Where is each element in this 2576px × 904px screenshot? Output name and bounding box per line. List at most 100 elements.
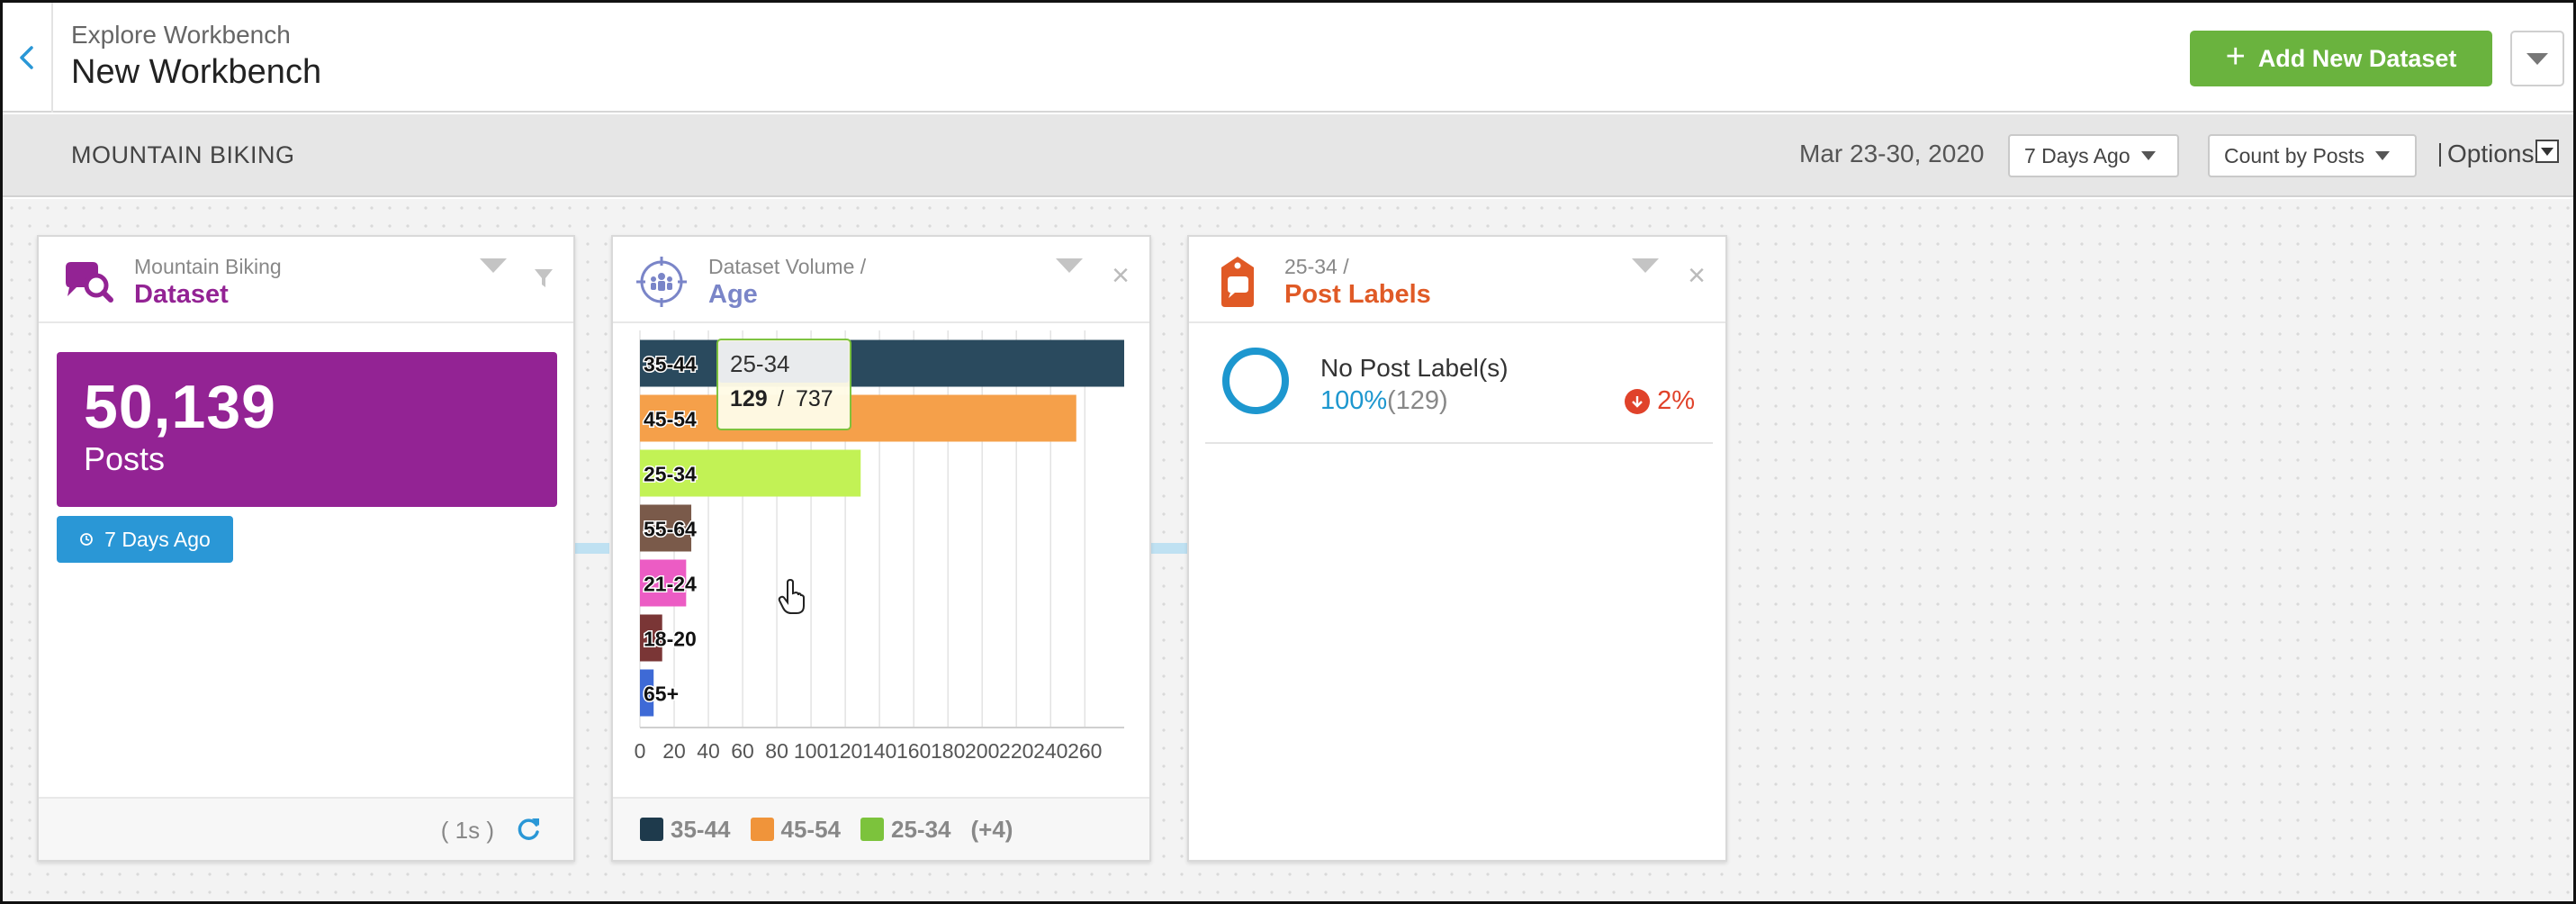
- bar-label: 25-34: [644, 463, 697, 486]
- x-tick-label: 80: [765, 739, 788, 763]
- age-bar-chart[interactable]: 35-44 45-54 25-34 55-64 21-24 18-20 65+ 0 20 40 6…: [613, 323, 1149, 800]
- options-dropdown[interactable]: [2535, 140, 2559, 163]
- workbench-header: Explore Workbench New Workbench + Add Ne…: [3, 3, 2573, 113]
- legend-swatch: [750, 818, 774, 841]
- x-tick-label: 160: [896, 739, 931, 763]
- card-title: Age: [708, 280, 758, 309]
- card-subtitle: Mountain Biking: [134, 255, 282, 278]
- bar-label: 21-24: [644, 573, 697, 596]
- legend-more-button[interactable]: (+4): [970, 815, 1013, 843]
- bar-21-24[interactable]: [640, 559, 687, 607]
- x-tick-label: 140: [862, 739, 896, 763]
- caret-down-icon: [2374, 151, 2390, 160]
- legend-item-45-54[interactable]: 45-54: [750, 815, 842, 844]
- close-icon[interactable]: ×: [1112, 258, 1130, 293]
- card-connector: [573, 543, 609, 554]
- x-tick-label: 260: [1067, 739, 1102, 763]
- legend-swatch: [860, 818, 884, 841]
- period-chip[interactable]: 7 Days Ago: [57, 516, 233, 563]
- options-divider: [2439, 143, 2441, 167]
- bar-label: 65+: [644, 683, 679, 706]
- chevron-left-icon: [20, 46, 33, 69]
- bar-55-64[interactable]: [640, 504, 692, 552]
- post-label-row[interactable]: No Post Label(s) 100% (129) 2%: [1205, 336, 1713, 444]
- card-title: Post Labels: [1284, 280, 1431, 309]
- card-footer: ( 1s ): [39, 797, 573, 860]
- x-tick-label: 180: [931, 739, 965, 763]
- bar-45-54[interactable]: [640, 394, 1076, 442]
- trend-value: 2%: [1657, 386, 1695, 415]
- filter-icon[interactable]: [534, 267, 554, 289]
- x-tick-label: 200: [965, 739, 999, 763]
- chevron-down-icon: [480, 258, 507, 288]
- page-title[interactable]: New Workbench: [71, 53, 322, 91]
- x-tick-label: 100: [794, 739, 828, 763]
- crosshair-people-icon: [636, 257, 687, 307]
- post-label-name: No Post Label(s): [1320, 354, 1509, 382]
- chart-grid: [639, 330, 1086, 728]
- x-tick-label: 240: [1033, 739, 1067, 763]
- post-label-percent: 100%: [1320, 386, 1388, 415]
- tooltip-category: 25-34: [730, 350, 790, 377]
- header-menu-dropdown[interactable]: [2510, 31, 2564, 86]
- posts-count: 50,139: [84, 373, 276, 441]
- card-connector: [1149, 543, 1187, 554]
- legend-item-25-34[interactable]: 25-34: [860, 816, 951, 844]
- arrow-down-icon: [1625, 388, 1651, 414]
- tooltip-header: [719, 341, 849, 383]
- posts-count-tile[interactable]: 50,139 Posts: [57, 352, 557, 507]
- x-tick-label: 20: [662, 739, 686, 763]
- x-tick-label: 0: [635, 739, 646, 763]
- x-tick-label: 220: [999, 739, 1033, 763]
- dataset-toolbar: MOUNTAIN BIKING Mar 23-30, 2020 7 Days A…: [3, 114, 2573, 197]
- bar-label: 55-64: [644, 518, 697, 541]
- close-icon[interactable]: ×: [1688, 258, 1706, 293]
- card-header: 25-34 / Post Labels ×: [1189, 237, 1725, 323]
- metric-select[interactable]: Count by Posts: [2208, 134, 2417, 177]
- plus-icon: +: [2225, 38, 2246, 76]
- refresh-icon[interactable]: [514, 815, 543, 844]
- bar-25-34[interactable]: [640, 449, 861, 497]
- chart-legend: 35-44 45-54 25-34 (+4): [613, 797, 1149, 860]
- date-range: Mar 23-30, 2020: [1799, 140, 1985, 167]
- add-new-dataset-button[interactable]: + Add New Dataset: [2190, 31, 2492, 86]
- tooltip-value: 129: [730, 386, 768, 411]
- period-select[interactable]: 7 Days Ago: [2008, 134, 2179, 177]
- breadcrumb[interactable]: Explore Workbench: [71, 21, 291, 49]
- caret-down-icon: [2140, 151, 2156, 160]
- chart-x-axis: 0 20 40 60 80 100 120 140 160 180 200 220 240 260: [635, 727, 1124, 763]
- chart-bar-labels: 35-44 45-54 25-34 55-64 21-24 18-20 65+: [643, 351, 698, 707]
- tooltip-separator: /: [778, 386, 784, 411]
- card-header: Mountain Biking Dataset: [39, 237, 573, 323]
- metric-select-value: Count by Posts: [2224, 143, 2364, 167]
- bar-label: 18-20: [644, 628, 697, 651]
- legend-swatch: [640, 818, 663, 841]
- tooltip-total: 737: [796, 386, 833, 411]
- chart-bars: [640, 339, 1124, 717]
- x-tick-label: 120: [828, 739, 862, 763]
- card-menu-button[interactable]: [480, 258, 507, 289]
- age-volume-card[interactable]: Dataset Volume / Age × 35-44 45-54 25-34 55…: [611, 235, 1151, 862]
- bar-35-44[interactable]: [640, 339, 1124, 387]
- legend-label: 25-34: [891, 815, 951, 843]
- card-subtitle: 25-34 /: [1284, 255, 1349, 278]
- tag-chat-icon: [1221, 257, 1254, 307]
- post-labels-card[interactable]: 25-34 / Post Labels × No Post Label(s) 1…: [1187, 235, 1727, 862]
- chevron-down-icon: [1632, 258, 1659, 288]
- card-menu-button[interactable]: [1632, 258, 1659, 289]
- add-new-dataset-label: Add New Dataset: [2257, 44, 2457, 72]
- caret-down-icon: [2541, 147, 2553, 156]
- period-select-value: 7 Days Ago: [2024, 143, 2130, 167]
- bar-65+[interactable]: [640, 669, 654, 717]
- legend-item-35-44[interactable]: 35-44: [640, 816, 731, 844]
- chevron-down-icon: [2526, 52, 2548, 65]
- chevron-down-icon: [1056, 258, 1083, 288]
- options-button[interactable]: Options: [2447, 140, 2535, 167]
- bar-18-20[interactable]: [640, 614, 662, 662]
- period-chip-label: 7 Days Ago: [104, 527, 211, 551]
- legend-label: 45-54: [780, 815, 842, 843]
- back-button[interactable]: [3, 3, 53, 113]
- x-tick-label: 40: [697, 739, 720, 763]
- dataset-card[interactable]: Mountain Biking Dataset 50,139 Posts 7 D…: [37, 235, 575, 862]
- card-menu-button[interactable]: [1056, 258, 1083, 289]
